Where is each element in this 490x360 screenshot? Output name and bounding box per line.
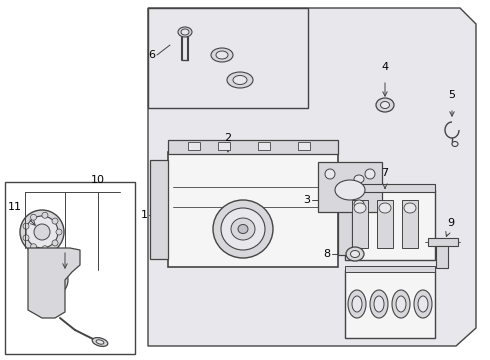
Text: 11: 11 — [8, 202, 22, 212]
Text: 10: 10 — [91, 175, 105, 185]
Circle shape — [26, 216, 58, 248]
Text: 5: 5 — [448, 90, 456, 100]
Bar — [345, 190, 435, 260]
Ellipse shape — [238, 225, 248, 234]
Text: 2: 2 — [224, 133, 232, 143]
Ellipse shape — [227, 72, 253, 88]
Text: 1: 1 — [141, 210, 148, 220]
Ellipse shape — [346, 247, 364, 261]
Polygon shape — [150, 160, 168, 259]
Text: 3: 3 — [303, 195, 310, 205]
Bar — [298, 142, 310, 150]
Bar — [436, 246, 448, 268]
Ellipse shape — [374, 296, 384, 312]
Text: 6: 6 — [148, 50, 155, 60]
Circle shape — [23, 223, 29, 229]
Circle shape — [34, 224, 50, 240]
Ellipse shape — [213, 200, 273, 258]
Ellipse shape — [325, 169, 335, 179]
Ellipse shape — [376, 98, 394, 112]
Circle shape — [36, 264, 68, 296]
Bar — [428, 238, 458, 246]
Circle shape — [20, 210, 64, 254]
Bar — [352, 200, 368, 248]
Bar — [345, 266, 435, 272]
Ellipse shape — [414, 290, 432, 318]
Bar — [318, 162, 382, 212]
Ellipse shape — [350, 251, 360, 257]
Bar — [350, 197, 368, 211]
Ellipse shape — [452, 141, 458, 147]
Ellipse shape — [335, 180, 365, 200]
Bar — [168, 152, 338, 267]
Ellipse shape — [348, 290, 366, 318]
Ellipse shape — [233, 76, 247, 85]
Ellipse shape — [418, 296, 428, 312]
Bar — [350, 172, 368, 186]
Ellipse shape — [178, 27, 192, 37]
Text: 4: 4 — [381, 62, 389, 72]
Ellipse shape — [231, 218, 255, 240]
Circle shape — [56, 229, 62, 235]
Ellipse shape — [216, 51, 228, 59]
Bar — [168, 140, 338, 154]
Circle shape — [42, 212, 48, 218]
Ellipse shape — [354, 200, 364, 208]
Bar — [258, 142, 270, 150]
Ellipse shape — [92, 338, 108, 346]
Ellipse shape — [396, 296, 406, 312]
Polygon shape — [338, 164, 352, 255]
Ellipse shape — [404, 203, 416, 213]
Ellipse shape — [392, 290, 410, 318]
Polygon shape — [148, 8, 476, 346]
Bar — [218, 142, 230, 150]
Circle shape — [52, 240, 58, 246]
Ellipse shape — [379, 203, 391, 213]
Polygon shape — [28, 248, 80, 318]
Ellipse shape — [381, 102, 390, 108]
Bar — [402, 200, 418, 248]
Ellipse shape — [370, 290, 388, 318]
Circle shape — [42, 246, 48, 252]
Circle shape — [47, 275, 57, 285]
Ellipse shape — [96, 340, 104, 344]
Bar — [345, 270, 435, 338]
Ellipse shape — [221, 208, 265, 250]
Bar — [148, 8, 308, 108]
Ellipse shape — [365, 169, 375, 179]
Ellipse shape — [354, 175, 364, 183]
Ellipse shape — [352, 296, 362, 312]
Circle shape — [42, 270, 62, 290]
Text: 9: 9 — [447, 218, 454, 228]
Circle shape — [30, 214, 36, 220]
Bar — [345, 184, 435, 192]
Bar — [5, 182, 135, 354]
Text: 8: 8 — [323, 249, 330, 259]
Bar — [377, 200, 393, 248]
Ellipse shape — [354, 203, 366, 213]
Ellipse shape — [211, 48, 233, 62]
Circle shape — [52, 218, 58, 224]
Circle shape — [30, 244, 36, 250]
Bar — [188, 142, 200, 150]
Text: 7: 7 — [381, 168, 389, 178]
Circle shape — [23, 235, 29, 241]
Ellipse shape — [181, 29, 189, 35]
